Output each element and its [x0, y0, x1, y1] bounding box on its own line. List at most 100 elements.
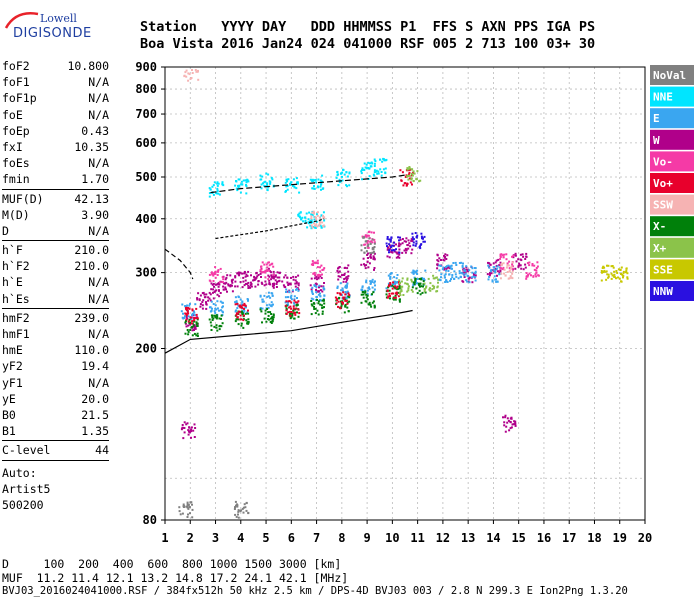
echo-point: [343, 173, 346, 176]
echo-point: [191, 508, 194, 511]
echo-point: [213, 273, 216, 276]
echo-point: [340, 172, 343, 175]
echo-point: [411, 168, 414, 171]
echo-point: [322, 214, 324, 217]
echo-point: [212, 280, 215, 282]
echo-point: [221, 183, 224, 186]
echo-point: [413, 276, 416, 279]
echo-point: [465, 265, 468, 268]
echo-point: [437, 281, 439, 284]
echo-point: [419, 282, 422, 285]
echo-point: [464, 271, 467, 274]
echo-point: [521, 253, 524, 256]
echo-point: [245, 306, 247, 309]
echo-point: [304, 219, 307, 222]
echo-point: [346, 302, 349, 305]
echo-point: [193, 314, 196, 317]
param-value: N/A: [88, 156, 109, 171]
echo-point: [398, 244, 401, 247]
echo-point: [346, 306, 349, 309]
echo-point: [508, 269, 511, 272]
echo-point: [185, 325, 188, 328]
echo-point: [321, 221, 324, 224]
echo-point: [344, 286, 347, 289]
x-tick-label: 11: [410, 531, 424, 545]
echo-point: [296, 182, 299, 184]
echo-point: [401, 171, 404, 174]
echo-point: [243, 284, 246, 287]
echo-point: [429, 289, 432, 292]
echo-point: [189, 501, 192, 504]
echo-point: [374, 284, 376, 287]
echo-point: [372, 173, 375, 176]
echo-point: [428, 288, 431, 291]
echo-point: [310, 313, 313, 316]
echo-point: [424, 291, 427, 294]
param-row: yF1 N/A: [2, 375, 109, 391]
muf-row: MUF 11.2 11.4 12.1 13.2 14.8 17.2 24.1 4…: [2, 571, 349, 585]
echo-point: [272, 273, 275, 276]
echo-point: [255, 271, 258, 274]
echo-point: [406, 168, 409, 171]
echo-point: [213, 285, 215, 288]
echo-point: [442, 259, 445, 261]
echo-point: [360, 249, 363, 252]
echo-point: [313, 218, 316, 221]
echo-point: [221, 322, 224, 325]
echo-point: [293, 186, 296, 189]
echo-point: [296, 303, 299, 306]
echo-point: [522, 255, 525, 258]
echo-point: [268, 279, 271, 282]
echo-point: [219, 292, 222, 294]
echo-point: [385, 287, 388, 290]
echo-point: [389, 297, 391, 300]
echo-point: [389, 295, 391, 297]
legend-swatch: [650, 151, 694, 172]
echo-point: [234, 320, 237, 323]
echo-point: [315, 181, 318, 184]
param-row: h`F2 210.0: [2, 258, 109, 274]
param-row: h`Es N/A: [2, 291, 109, 307]
echo-point: [263, 184, 266, 187]
echo-point: [421, 237, 424, 240]
echo-point: [247, 299, 249, 302]
echo-point: [208, 195, 211, 198]
echo-point: [298, 191, 301, 194]
echo-point: [208, 297, 211, 300]
echo-point: [216, 307, 219, 310]
echo-point: [463, 269, 466, 271]
echo-point: [196, 325, 199, 327]
echo-point: [488, 266, 491, 269]
echo-point: [312, 264, 315, 266]
echo-point: [373, 267, 376, 269]
echo-point: [606, 273, 609, 276]
echo-point: [216, 181, 219, 184]
echo-point: [340, 305, 343, 308]
echo-point: [436, 263, 439, 266]
echo-point: [193, 310, 195, 313]
echo-point: [262, 182, 264, 185]
echo-point: [185, 505, 188, 508]
echo-point: [344, 291, 347, 293]
echo-point: [435, 276, 438, 279]
echo-point: [494, 271, 497, 274]
echo-point: [191, 314, 193, 317]
echo-point: [184, 71, 187, 74]
echo-point: [272, 283, 275, 286]
echo-point: [218, 328, 221, 331]
echo-point: [221, 281, 224, 284]
echo-point: [214, 266, 217, 269]
param-value: 19.4: [81, 359, 109, 374]
echo-point: [237, 304, 240, 307]
echo-point: [412, 180, 415, 182]
echo-point: [499, 277, 502, 280]
echo-point: [290, 294, 293, 297]
echo-point: [290, 298, 293, 301]
echo-point: [237, 318, 240, 321]
echo-point: [284, 286, 287, 289]
echo-point: [396, 252, 399, 255]
echo-point: [276, 276, 279, 279]
echo-point: [237, 296, 240, 299]
plot-area: [165, 67, 645, 520]
legend-label: SSE: [653, 263, 673, 276]
